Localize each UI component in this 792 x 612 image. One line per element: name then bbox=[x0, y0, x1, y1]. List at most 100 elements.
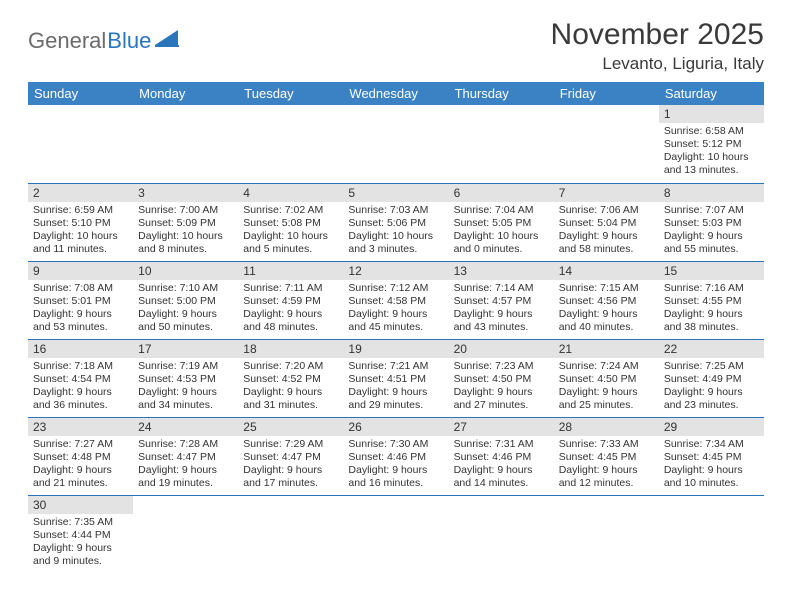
sunrise-text: Sunrise: 7:31 AM bbox=[454, 438, 549, 451]
sunrise-text: Sunrise: 7:34 AM bbox=[664, 438, 759, 451]
day-number: 4 bbox=[238, 184, 343, 202]
daylight-text-1: Daylight: 9 hours bbox=[33, 542, 128, 555]
sunset-text: Sunset: 5:05 PM bbox=[454, 217, 549, 230]
day-number: 26 bbox=[343, 418, 448, 436]
daylight-text-1: Daylight: 9 hours bbox=[664, 230, 759, 243]
calendar-cell bbox=[449, 105, 554, 183]
calendar-cell bbox=[554, 105, 659, 183]
daylight-text-1: Daylight: 10 hours bbox=[454, 230, 549, 243]
logo-text-general: General bbox=[28, 28, 106, 54]
calendar-cell: 2 Sunrise: 6:59 AMSunset: 5:10 PMDaylight… bbox=[28, 183, 133, 261]
daylight-text-1: Daylight: 10 hours bbox=[348, 230, 443, 243]
sunset-text: Sunset: 5:12 PM bbox=[664, 138, 759, 151]
sunset-text: Sunset: 4:45 PM bbox=[559, 451, 654, 464]
sunrise-text: Sunrise: 7:06 AM bbox=[559, 204, 654, 217]
sunset-text: Sunset: 5:01 PM bbox=[33, 295, 128, 308]
calendar-cell bbox=[449, 495, 554, 573]
sunset-text: Sunset: 5:03 PM bbox=[664, 217, 759, 230]
day-number: 11 bbox=[238, 262, 343, 280]
sunset-text: Sunset: 4:50 PM bbox=[559, 373, 654, 386]
calendar-cell: 11Sunrise: 7:11 AMSunset: 4:59 PMDayligh… bbox=[238, 261, 343, 339]
day-details: Sunrise: 7:18 AMSunset: 4:54 PMDaylight:… bbox=[28, 358, 133, 415]
calendar-row: 16Sunrise: 7:18 AMSunset: 4:54 PMDayligh… bbox=[28, 339, 764, 417]
day-details: Sunrise: 7:15 AMSunset: 4:56 PMDaylight:… bbox=[554, 280, 659, 337]
daylight-text-1: Daylight: 10 hours bbox=[33, 230, 128, 243]
calendar-cell: 10Sunrise: 7:10 AMSunset: 5:00 PMDayligh… bbox=[133, 261, 238, 339]
sunrise-text: Sunrise: 7:18 AM bbox=[33, 360, 128, 373]
daylight-text-1: Daylight: 9 hours bbox=[454, 386, 549, 399]
calendar-cell: 6Sunrise: 7:04 AMSunset: 5:05 PMDaylight… bbox=[449, 183, 554, 261]
calendar-page: GeneralBlue November 2025 Levanto, Ligur… bbox=[0, 0, 792, 583]
sunset-text: Sunset: 4:44 PM bbox=[33, 529, 128, 542]
calendar-cell: 8Sunrise: 7:07 AMSunset: 5:03 PMDaylight… bbox=[659, 183, 764, 261]
calendar-cell: 30Sunrise: 7:35 AMSunset: 4:44 PMDayligh… bbox=[28, 495, 133, 573]
day-details: Sunrise: 7:11 AMSunset: 4:59 PMDaylight:… bbox=[238, 280, 343, 337]
day-details: Sunrise: 7:03 AMSunset: 5:06 PMDaylight:… bbox=[343, 202, 448, 259]
day-number: 20 bbox=[449, 340, 554, 358]
calendar-cell: 28Sunrise: 7:33 AMSunset: 4:45 PMDayligh… bbox=[554, 417, 659, 495]
sunrise-text: Sunrise: 7:02 AM bbox=[243, 204, 338, 217]
sunrise-text: Sunrise: 7:08 AM bbox=[33, 282, 128, 295]
daylight-text-1: Daylight: 9 hours bbox=[348, 464, 443, 477]
day-number: 5 bbox=[343, 184, 448, 202]
day-number: 3 bbox=[133, 184, 238, 202]
day-details: Sunrise: 7:10 AMSunset: 5:00 PMDaylight:… bbox=[133, 280, 238, 337]
day-number: 28 bbox=[554, 418, 659, 436]
day-number: 7 bbox=[554, 184, 659, 202]
sunset-text: Sunset: 5:09 PM bbox=[138, 217, 233, 230]
day-details: Sunrise: 7:23 AMSunset: 4:50 PMDaylight:… bbox=[449, 358, 554, 415]
logo-text-blue: Blue bbox=[107, 28, 151, 54]
title-block: November 2025 Levanto, Liguria, Italy bbox=[551, 18, 764, 74]
calendar-row: 1Sunrise: 6:58 AMSunset: 5:12 PMDaylight… bbox=[28, 105, 764, 183]
daylight-text-1: Daylight: 9 hours bbox=[454, 308, 549, 321]
sunrise-text: Sunrise: 7:23 AM bbox=[454, 360, 549, 373]
logo: GeneralBlue bbox=[28, 18, 181, 54]
day-number: 16 bbox=[28, 340, 133, 358]
sunset-text: Sunset: 5:10 PM bbox=[33, 217, 128, 230]
daylight-text-2: and 38 minutes. bbox=[664, 321, 759, 334]
daylight-text-1: Daylight: 9 hours bbox=[33, 464, 128, 477]
day-details: Sunrise: 7:02 AMSunset: 5:08 PMDaylight:… bbox=[238, 202, 343, 259]
calendar-body: 1Sunrise: 6:58 AMSunset: 5:12 PMDaylight… bbox=[28, 105, 764, 573]
daylight-text-2: and 17 minutes. bbox=[243, 477, 338, 490]
daylight-text-1: Daylight: 9 hours bbox=[138, 386, 233, 399]
day-details: Sunrise: 7:24 AMSunset: 4:50 PMDaylight:… bbox=[554, 358, 659, 415]
sunset-text: Sunset: 4:54 PM bbox=[33, 373, 128, 386]
calendar-cell bbox=[554, 495, 659, 573]
calendar-row: 9Sunrise: 7:08 AMSunset: 5:01 PMDaylight… bbox=[28, 261, 764, 339]
daylight-text-2: and 31 minutes. bbox=[243, 399, 338, 412]
daylight-text-1: Daylight: 9 hours bbox=[559, 464, 654, 477]
calendar-cell bbox=[133, 105, 238, 183]
daylight-text-2: and 29 minutes. bbox=[348, 399, 443, 412]
day-details: Sunrise: 7:12 AMSunset: 4:58 PMDaylight:… bbox=[343, 280, 448, 337]
calendar-row: 30Sunrise: 7:35 AMSunset: 4:44 PMDayligh… bbox=[28, 495, 764, 573]
day-number: 15 bbox=[659, 262, 764, 280]
daylight-text-1: Daylight: 9 hours bbox=[243, 386, 338, 399]
daylight-text-1: Daylight: 9 hours bbox=[243, 308, 338, 321]
calendar-cell: 27Sunrise: 7:31 AMSunset: 4:46 PMDayligh… bbox=[449, 417, 554, 495]
day-number: 22 bbox=[659, 340, 764, 358]
daylight-text-2: and 58 minutes. bbox=[559, 243, 654, 256]
day-details: Sunrise: 7:31 AMSunset: 4:46 PMDaylight:… bbox=[449, 436, 554, 493]
calendar-cell: 18Sunrise: 7:20 AMSunset: 4:52 PMDayligh… bbox=[238, 339, 343, 417]
daylight-text-2: and 40 minutes. bbox=[559, 321, 654, 334]
day-details: Sunrise: 7:07 AMSunset: 5:03 PMDaylight:… bbox=[659, 202, 764, 259]
day-number: 2 bbox=[28, 184, 133, 202]
sunset-text: Sunset: 4:47 PM bbox=[138, 451, 233, 464]
day-details: Sunrise: 7:33 AMSunset: 4:45 PMDaylight:… bbox=[554, 436, 659, 493]
day-number: 24 bbox=[133, 418, 238, 436]
daylight-text-2: and 19 minutes. bbox=[138, 477, 233, 490]
day-details: Sunrise: 7:04 AMSunset: 5:05 PMDaylight:… bbox=[449, 202, 554, 259]
calendar-cell bbox=[343, 495, 448, 573]
daylight-text-2: and 14 minutes. bbox=[454, 477, 549, 490]
daylight-text-2: and 48 minutes. bbox=[243, 321, 338, 334]
sunset-text: Sunset: 4:46 PM bbox=[348, 451, 443, 464]
sunrise-text: Sunrise: 6:59 AM bbox=[33, 204, 128, 217]
daylight-text-1: Daylight: 10 hours bbox=[138, 230, 233, 243]
calendar-cell: 17Sunrise: 7:19 AMSunset: 4:53 PMDayligh… bbox=[133, 339, 238, 417]
day-details: Sunrise: 7:00 AMSunset: 5:09 PMDaylight:… bbox=[133, 202, 238, 259]
sunset-text: Sunset: 4:58 PM bbox=[348, 295, 443, 308]
sunrise-text: Sunrise: 7:28 AM bbox=[138, 438, 233, 451]
day-details: Sunrise: 7:19 AMSunset: 4:53 PMDaylight:… bbox=[133, 358, 238, 415]
calendar-cell: 23Sunrise: 7:27 AMSunset: 4:48 PMDayligh… bbox=[28, 417, 133, 495]
